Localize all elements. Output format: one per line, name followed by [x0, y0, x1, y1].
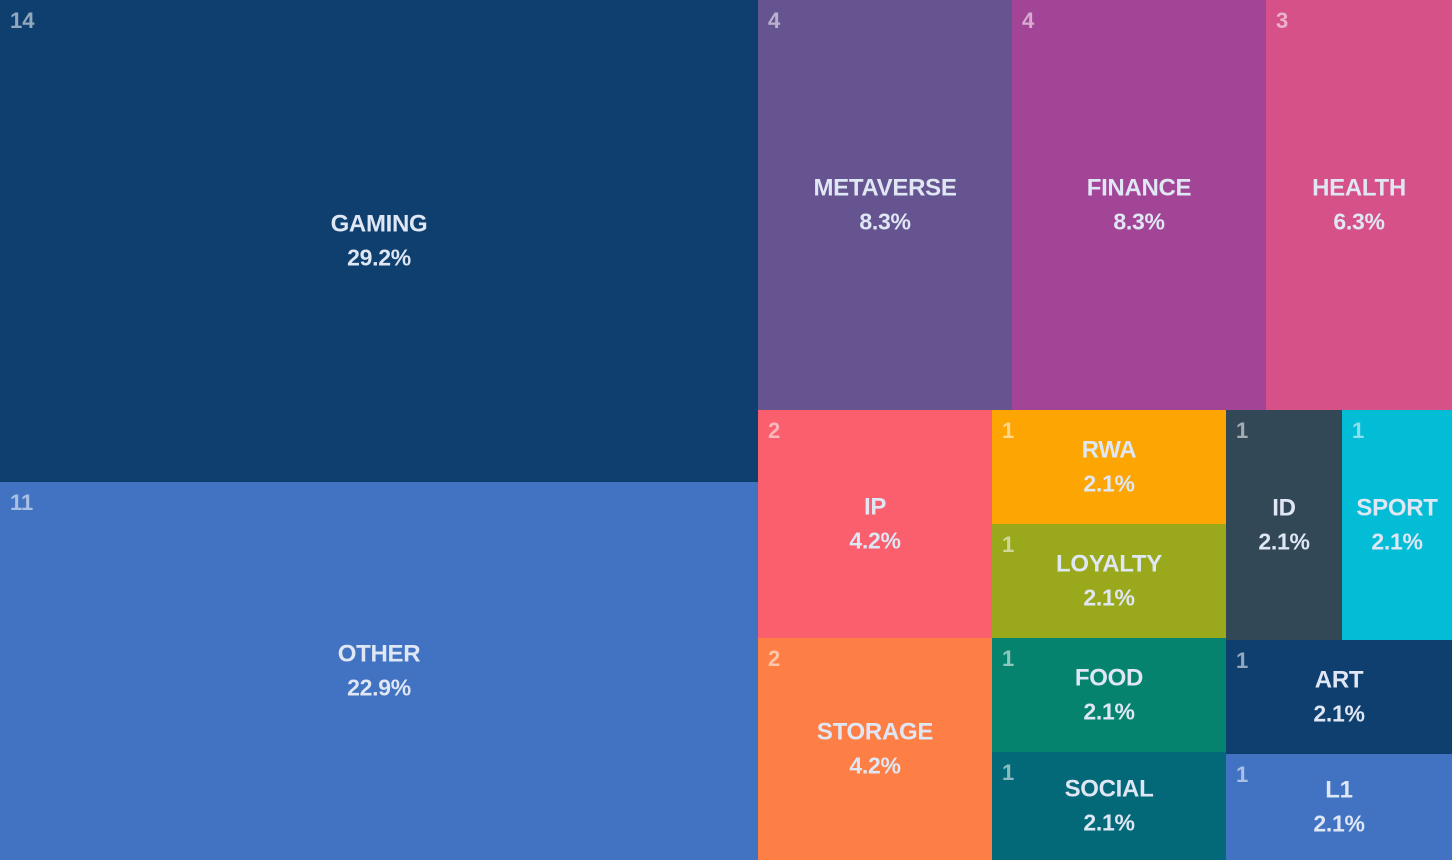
- cell-count: 1: [1236, 648, 1249, 673]
- cell-label: HEALTH: [1312, 174, 1406, 202]
- cell-count: 2: [768, 646, 781, 671]
- cell-text: GAMING 29.2%: [0, 211, 758, 272]
- cell-label: STORAGE: [816, 718, 934, 746]
- cell-count: 1: [1352, 418, 1365, 443]
- cell-label: RWA: [1081, 436, 1137, 464]
- cell-label: FINANCE: [1086, 174, 1192, 202]
- cell-percent: 29.2%: [347, 244, 411, 271]
- cell-label: SOCIAL: [1064, 775, 1154, 803]
- cell-label: METAVERSE: [813, 174, 957, 202]
- cell-percent: 2.1%: [1083, 584, 1135, 611]
- treemap-cell-finance[interactable]: 4 FINANCE 8.3%: [1012, 0, 1266, 410]
- treemap-cell-ip[interactable]: 2 IP 4.2%: [758, 410, 992, 638]
- treemap-cell-food[interactable]: 1 FOOD 2.1%: [992, 638, 1226, 752]
- cell-text: SOCIAL 2.1%: [992, 776, 1226, 837]
- cell-label: ART: [1314, 666, 1364, 694]
- cell-count: 1: [1002, 532, 1015, 557]
- cell-text: FINANCE 8.3%: [1012, 175, 1266, 236]
- cell-percent: 2.1%: [1371, 528, 1423, 555]
- cell-text: LOYALTY 2.1%: [992, 551, 1226, 612]
- cell-percent: 22.9%: [347, 674, 411, 701]
- cell-label: ID: [1272, 494, 1296, 522]
- cell-label: GAMING: [330, 210, 428, 238]
- cell-count: 11: [10, 490, 34, 515]
- cell-text: FOOD 2.1%: [992, 665, 1226, 726]
- cell-label: FOOD: [1074, 664, 1144, 692]
- cell-label: L1: [1325, 776, 1353, 804]
- cell-text: SPORT 2.1%: [1342, 495, 1452, 556]
- cell-percent: 2.1%: [1083, 698, 1135, 725]
- cell-count: 1: [1236, 762, 1249, 787]
- treemap-cell-id[interactable]: 1 ID 2.1%: [1226, 410, 1342, 640]
- cell-text: ID 2.1%: [1226, 495, 1342, 556]
- cell-count: 1: [1002, 418, 1015, 443]
- cell-percent: 2.1%: [1083, 809, 1135, 836]
- cell-count: 1: [1002, 646, 1015, 671]
- cell-percent: 6.3%: [1333, 208, 1385, 235]
- cell-text: IP 4.2%: [758, 494, 992, 555]
- treemap-cell-social[interactable]: 1 SOCIAL 2.1%: [992, 752, 1226, 860]
- cell-text: METAVERSE 8.3%: [758, 175, 1012, 236]
- cell-count: 1: [1236, 418, 1249, 443]
- cell-count: 1: [1002, 760, 1015, 785]
- cell-text: HEALTH 6.3%: [1266, 175, 1452, 236]
- cell-count: 4: [768, 8, 781, 33]
- treemap-cell-metaverse[interactable]: 4 METAVERSE 8.3%: [758, 0, 1012, 410]
- treemap-cell-gaming[interactable]: 14 GAMING 29.2%: [0, 0, 758, 482]
- cell-text: STORAGE 4.2%: [758, 719, 992, 780]
- cell-label: LOYALTY: [1056, 550, 1162, 578]
- treemap-cell-storage[interactable]: 2 STORAGE 4.2%: [758, 638, 992, 860]
- cell-percent: 8.3%: [859, 208, 911, 235]
- cell-percent: 8.3%: [1113, 208, 1165, 235]
- treemap-cell-rwa[interactable]: 1 RWA 2.1%: [992, 410, 1226, 524]
- cell-percent: 2.1%: [1258, 528, 1310, 555]
- treemap-cell-other[interactable]: 11 OTHER 22.9%: [0, 482, 758, 860]
- cell-percent: 2.1%: [1313, 700, 1365, 727]
- cell-count: 14: [10, 8, 35, 33]
- treemap-cell-art[interactable]: 1 ART 2.1%: [1226, 640, 1452, 754]
- cell-count: 2: [768, 418, 781, 443]
- treemap-cell-sport[interactable]: 1 SPORT 2.1%: [1342, 410, 1452, 640]
- cell-text: L1 2.1%: [1226, 777, 1452, 838]
- cell-label: OTHER: [337, 640, 421, 668]
- cell-percent: 2.1%: [1313, 810, 1365, 837]
- cell-count: 3: [1276, 8, 1289, 33]
- cell-percent: 4.2%: [849, 527, 901, 554]
- cell-percent: 2.1%: [1083, 470, 1135, 497]
- cell-text: RWA 2.1%: [992, 437, 1226, 498]
- cell-label: IP: [863, 493, 887, 521]
- cell-text: OTHER 22.9%: [0, 641, 758, 702]
- treemap-cell-l1[interactable]: 1 L1 2.1%: [1226, 754, 1452, 860]
- treemap-cell-health[interactable]: 3 HEALTH 6.3%: [1266, 0, 1452, 410]
- cell-label: SPORT: [1356, 494, 1438, 522]
- treemap-cell-loyalty[interactable]: 1 LOYALTY 2.1%: [992, 524, 1226, 638]
- cell-percent: 4.2%: [849, 752, 901, 779]
- cell-text: ART 2.1%: [1226, 667, 1452, 728]
- cell-count: 4: [1022, 8, 1035, 33]
